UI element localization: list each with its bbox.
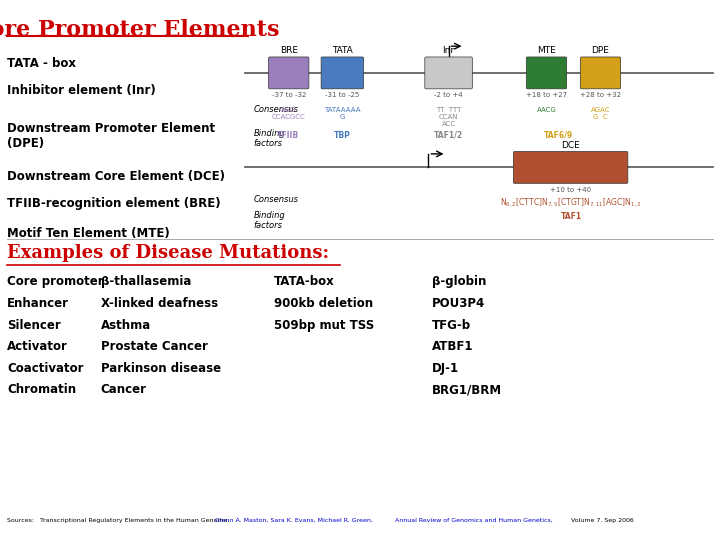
FancyBboxPatch shape (526, 57, 567, 89)
Text: 900kb deletion: 900kb deletion (274, 297, 373, 310)
Text: DPE: DPE (592, 46, 609, 56)
FancyBboxPatch shape (269, 57, 309, 89)
Text: ATBF1: ATBF1 (432, 340, 474, 353)
Text: DJ-1: DJ-1 (432, 362, 459, 375)
Text: Annual Review of Genomics and Human Genetics,: Annual Review of Genomics and Human Gene… (395, 518, 552, 523)
Text: Glenn A. Maston, Sara K. Evans, Michael R. Green,: Glenn A. Maston, Sara K. Evans, Michael … (215, 518, 372, 523)
Text: Prostate Cancer: Prostate Cancer (101, 340, 207, 353)
Text: TFIIB-recognition element (BRE): TFIIB-recognition element (BRE) (7, 197, 221, 210)
Text: Silencer: Silencer (7, 319, 61, 332)
FancyBboxPatch shape (513, 151, 628, 184)
Text: Activator: Activator (7, 340, 68, 353)
Text: TATA: TATA (332, 46, 353, 56)
Text: Consensus: Consensus (253, 195, 299, 205)
Text: N$_{6,2}$[CTTC]N$_{7,5}$[CTGT]N$_{7,11}$[AGC]N$_{1,2}$: N$_{6,2}$[CTTC]N$_{7,5}$[CTGT]N$_{7,11}$… (500, 197, 642, 209)
Text: POU3P4: POU3P4 (432, 297, 485, 310)
Text: MTE: MTE (537, 46, 556, 56)
Text: Chromatin: Chromatin (7, 383, 76, 396)
Text: Binding
factors: Binding factors (253, 129, 285, 148)
Text: β-thallasemia: β-thallasemia (101, 275, 192, 288)
Text: TATA - box: TATA - box (7, 57, 76, 70)
Text: TATA-box: TATA-box (274, 275, 334, 288)
Text: Binding
factors: Binding factors (253, 211, 285, 230)
Text: DCE: DCE (561, 141, 580, 150)
Text: Examples of Disease Mutations:: Examples of Disease Mutations: (7, 244, 329, 262)
Text: Consensus: Consensus (253, 105, 299, 114)
Text: +28 to +32: +28 to +32 (580, 92, 621, 98)
FancyBboxPatch shape (321, 57, 364, 89)
Text: 509bp mut TSS: 509bp mut TSS (274, 319, 374, 332)
Text: Coactivator: Coactivator (7, 362, 84, 375)
Text: +18 to +27: +18 to +27 (526, 92, 567, 98)
Text: TATAAAAA
G: TATAAAAA G (324, 107, 360, 120)
Text: TFIIB: TFIIB (277, 131, 299, 140)
FancyBboxPatch shape (425, 57, 472, 89)
Text: -2 to +4: -2 to +4 (434, 92, 463, 98)
Text: Motif Ten Element (MTE): Motif Ten Element (MTE) (7, 227, 170, 240)
Text: Downstream Core Element (DCE): Downstream Core Element (DCE) (7, 170, 225, 183)
Text: GGG
CCACGCC: GGG CCACGCC (271, 107, 305, 120)
Text: Inhibitor element (Inr): Inhibitor element (Inr) (7, 84, 156, 97)
Text: Asthma: Asthma (101, 319, 151, 332)
Text: Volume 7. Sep 2006: Volume 7. Sep 2006 (571, 518, 634, 523)
Text: +10 to +40: +10 to +40 (550, 186, 591, 193)
Text: TAF1: TAF1 (560, 212, 582, 221)
Text: -37 to -32: -37 to -32 (271, 92, 306, 98)
Text: BRG1/BRM: BRG1/BRM (432, 383, 502, 396)
Text: AGAC
G  C: AGAC G C (591, 107, 610, 120)
Text: β-globin: β-globin (432, 275, 487, 288)
Text: Core promoter: Core promoter (7, 275, 104, 288)
Text: TAF6/9: TAF6/9 (544, 131, 572, 140)
Text: Cancer: Cancer (101, 383, 147, 396)
Text: TAF1/2: TAF1/2 (434, 131, 463, 140)
Text: X-linked deafness: X-linked deafness (101, 297, 218, 310)
Text: Enhancer: Enhancer (7, 297, 69, 310)
Text: Downstream Promoter Element
(DPE): Downstream Promoter Element (DPE) (7, 122, 215, 150)
Text: -31 to -25: -31 to -25 (325, 92, 359, 98)
Text: Core Promoter Elements: Core Promoter Elements (0, 19, 280, 41)
Text: Parkinson disease: Parkinson disease (101, 362, 221, 375)
Text: AACG: AACG (536, 107, 557, 113)
Text: TT  TTT
CCAN
ACC: TT TTT CCAN ACC (436, 107, 462, 127)
FancyBboxPatch shape (580, 57, 621, 89)
Text: Inr: Inr (443, 46, 454, 56)
Text: Sources:   Transcriptional Regulatory Elements in the Human Genome,: Sources: Transcriptional Regulatory Elem… (7, 518, 230, 523)
Text: BRE: BRE (280, 46, 298, 56)
Text: TFG-b: TFG-b (432, 319, 471, 332)
Text: TBP: TBP (333, 131, 351, 140)
